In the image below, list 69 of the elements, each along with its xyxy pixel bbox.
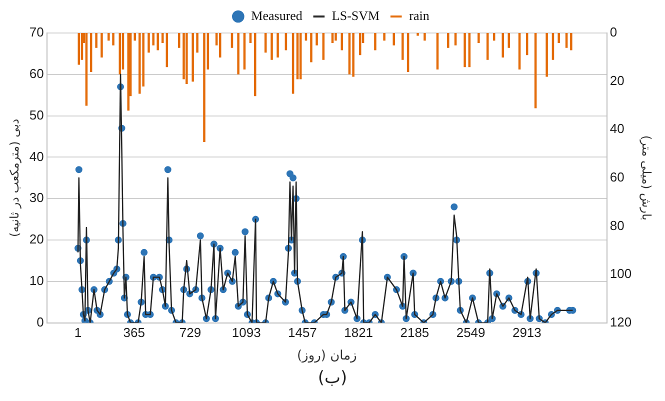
bar (276, 33, 279, 58)
bar (402, 33, 404, 60)
bar (464, 33, 466, 68)
x-tick-label: 1093 (232, 325, 261, 340)
bar (218, 33, 222, 58)
bar (570, 33, 572, 50)
y-tick-label: 10 (29, 272, 44, 288)
bar (416, 33, 419, 36)
bar (196, 33, 198, 53)
bar (186, 33, 188, 84)
y2-tick-label: 20 (610, 72, 624, 88)
y2-axis-title: بارش (میلی متر) (640, 135, 654, 220)
bar (230, 33, 234, 48)
bar (156, 33, 159, 50)
bar (546, 33, 548, 77)
bar (192, 33, 194, 82)
bar (108, 33, 110, 41)
bar (383, 33, 386, 41)
bar (316, 33, 318, 46)
bar (134, 33, 136, 41)
y-tick-label: 40 (29, 148, 44, 164)
x-axis-title: زمان (روز) (296, 348, 357, 364)
bar (565, 33, 568, 48)
bar (334, 33, 337, 41)
bar (392, 33, 396, 46)
bar (374, 33, 376, 50)
legend-label: LS-SVM (332, 8, 380, 23)
bar (112, 33, 114, 46)
bar (148, 33, 150, 53)
bar (508, 33, 510, 48)
bar (424, 33, 426, 41)
y2-tick-label: 120 (610, 314, 632, 330)
bar (310, 33, 312, 62)
bar (478, 33, 480, 43)
x-tick-label: 2185 (400, 325, 430, 340)
y2-tick-label: 80 (610, 218, 624, 233)
bar (100, 33, 103, 58)
x-tick-label: 1 (74, 325, 82, 340)
x-tick-label: 2549 (456, 325, 486, 340)
y2-tick-label: 40 (610, 121, 624, 136)
bar (558, 33, 560, 43)
y-axis-title: دبی (مترمکعب در ثانیه) (7, 118, 22, 238)
x-tick-label: 729 (179, 325, 202, 340)
legend-label: Measured (251, 8, 303, 23)
x-tick-label: 2913 (512, 325, 542, 340)
text: (ب) (316, 368, 348, 388)
y-tick-label: 50 (29, 107, 44, 122)
bar (203, 33, 206, 142)
y-tick-label: 30 (29, 190, 44, 206)
x-tick-label: 365 (123, 325, 145, 340)
x-tick-label: 1457 (288, 325, 317, 340)
bar (352, 33, 354, 77)
bar (447, 33, 450, 48)
bar (138, 33, 141, 94)
bar (270, 33, 273, 60)
y2-tick-label: 60 (610, 169, 624, 184)
bar (502, 33, 504, 58)
legend-label: rain (409, 8, 430, 23)
y-tick-label: 0 (36, 314, 44, 330)
y-tick-label: 70 (29, 24, 44, 40)
y2-tick-label: 0 (610, 24, 618, 40)
bar (152, 33, 154, 46)
bar (237, 33, 240, 74)
y2-tick-label: 100 (610, 266, 632, 282)
y-tick-label: 60 (29, 66, 44, 81)
y-tick-label: 20 (29, 232, 44, 247)
bar (178, 33, 180, 48)
bar (95, 33, 98, 48)
x-tick-label: 1821 (344, 325, 374, 340)
